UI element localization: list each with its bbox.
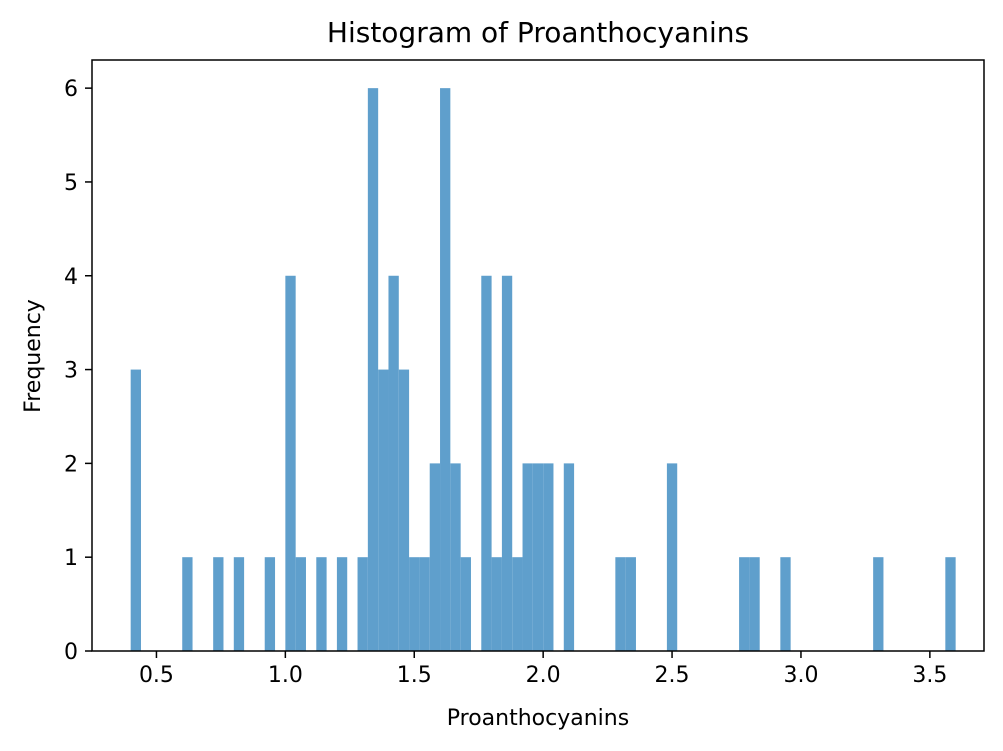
histogram-bar <box>378 369 389 651</box>
histogram-bar <box>481 275 492 651</box>
histogram-bar <box>873 557 884 651</box>
histogram-bar <box>295 557 306 651</box>
plot-frame <box>91 59 985 652</box>
histogram-bar <box>450 463 461 651</box>
histogram-bar <box>615 557 626 651</box>
histogram-bar <box>625 557 636 651</box>
y-tick-label: 5 <box>64 171 78 196</box>
x-tick-label: 1.5 <box>397 663 432 688</box>
histogram-bar <box>440 88 451 651</box>
x-axis-label: Proanthocyanins <box>447 706 629 731</box>
histogram-bar <box>945 557 956 651</box>
histogram-bar <box>357 557 368 651</box>
histogram-bar <box>780 557 791 651</box>
x-tick-label: 2.5 <box>655 663 690 688</box>
histogram-bar <box>316 557 327 651</box>
bars-group <box>130 88 956 651</box>
y-tick-label: 1 <box>64 546 78 571</box>
histogram-bar <box>501 275 513 651</box>
histogram-bar <box>739 557 750 651</box>
histogram-bar <box>130 369 141 651</box>
y-axis-ticks: 0 1 2 3 4 5 6 <box>64 77 92 665</box>
y-axis-label: Frequency <box>21 299 46 413</box>
histogram-bar <box>213 557 224 651</box>
x-tick-label: 1.0 <box>268 663 303 688</box>
y-tick-label: 0 <box>64 640 78 665</box>
histogram-bar <box>429 463 441 651</box>
x-tick-label: 2.0 <box>526 663 561 688</box>
histogram-bar <box>388 275 399 651</box>
histogram-bar <box>522 463 533 651</box>
y-tick-label: 6 <box>64 77 78 102</box>
x-tick-label: 3.5 <box>912 663 947 688</box>
histogram-bar <box>367 88 379 651</box>
histogram-bar <box>409 557 420 651</box>
histogram-bar <box>419 557 430 651</box>
y-tick-label: 4 <box>64 265 78 290</box>
histogram-bar <box>563 463 575 651</box>
chart-title: Histogram of Proanthocyanins <box>327 16 749 49</box>
histogram-bar <box>264 557 276 651</box>
histogram-bar <box>285 275 296 651</box>
histogram-bar <box>233 557 245 651</box>
x-axis-ticks: 0.5 1.0 1.5 2.0 2.5 3.0 3.5 <box>139 651 947 688</box>
histogram-bar <box>336 557 348 651</box>
histogram-bar <box>666 463 678 651</box>
histogram-bar <box>543 463 554 651</box>
histogram-bar <box>512 557 523 651</box>
histogram-bar <box>182 557 193 651</box>
y-tick-label: 3 <box>64 359 78 384</box>
y-tick-label: 2 <box>64 452 78 477</box>
histogram-bar <box>491 557 502 651</box>
histogram-bar <box>460 557 471 651</box>
x-tick-label: 0.5 <box>139 663 174 688</box>
histogram-bar <box>749 557 760 651</box>
histogram-bar <box>398 369 410 651</box>
x-tick-label: 3.0 <box>783 663 818 688</box>
histogram-bar <box>532 463 544 651</box>
